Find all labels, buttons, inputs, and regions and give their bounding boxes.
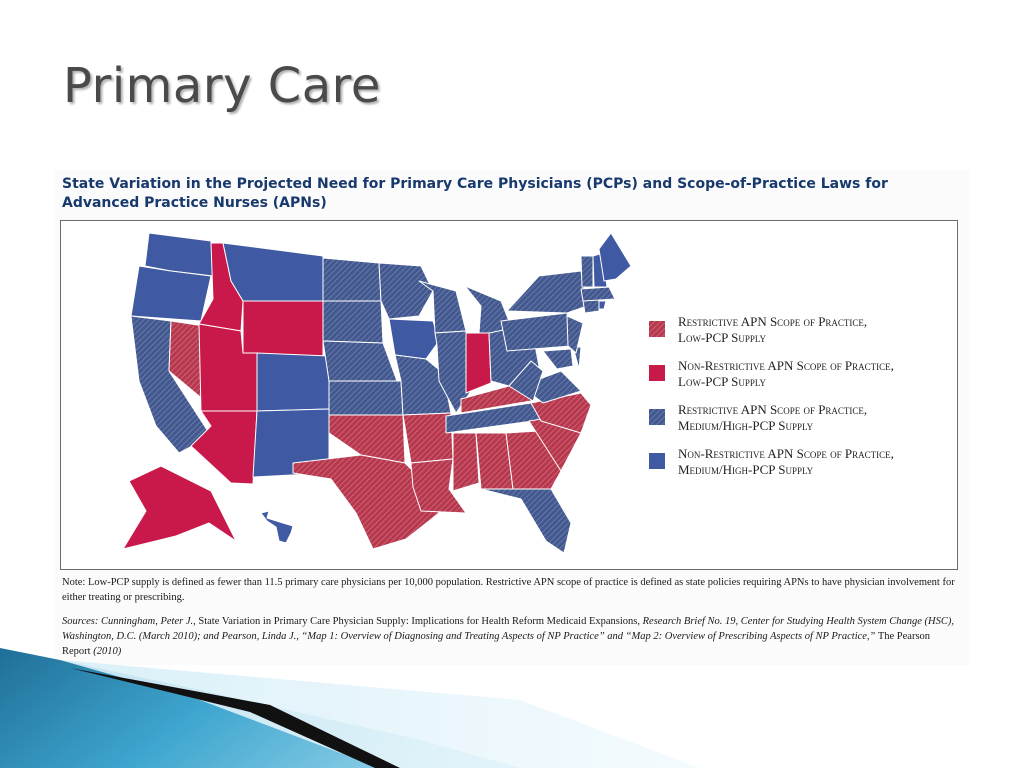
- state-wv: [508, 360, 544, 402]
- state-md: [542, 348, 574, 370]
- sources-year: (2010): [93, 646, 122, 657]
- map-legend: Restrictive APN Scope of Practice, Low-P…: [649, 314, 949, 490]
- state-in: [465, 332, 492, 394]
- sources-lead: Sources: Cunningham, Peter J.,: [62, 616, 196, 627]
- figure-title: State Variation in the Projected Need fo…: [62, 176, 888, 211]
- legend-item-restrictive-medium-high: Restrictive APN Scope of Practice, Mediu…: [649, 402, 949, 446]
- legend-swatch-restrictive-low: [649, 321, 665, 337]
- state-tx: [292, 454, 440, 550]
- legend-swatch-restrictive-medium-high: [649, 409, 665, 425]
- legend-swatch-nonrestrictive-low: [649, 365, 665, 381]
- us-map: [122, 232, 632, 554]
- legend-label: Non-Restrictive APN Scope of Practice, M…: [678, 446, 894, 477]
- figure-note: Note: Low-PCP supply is defined as fewer…: [62, 577, 955, 603]
- state-ri: [598, 300, 607, 310]
- figure-sources: Sources: Cunningham, Peter J., State Var…: [62, 614, 957, 659]
- legend-item-nonrestrictive-medium-high: Non-Restrictive APN Scope of Practice, M…: [649, 446, 949, 490]
- state-or: [130, 265, 212, 322]
- legend-label: Non-Restrictive APN Scope of Practice, L…: [678, 358, 894, 389]
- map-panel: Restrictive APN Scope of Practice, Low-P…: [60, 220, 958, 570]
- state-vt: [580, 255, 594, 288]
- state-nc: [530, 392, 592, 434]
- state-me: [598, 232, 632, 282]
- legend-label: Restrictive APN Scope of Practice, Low-P…: [678, 314, 868, 345]
- state-va: [520, 370, 582, 404]
- sources-report: The Pearson Report: [62, 631, 931, 657]
- state-fl: [480, 488, 572, 554]
- slide-title: Primary Care: [63, 58, 381, 114]
- map-figure: State Variation in the Projected Need fo…: [55, 170, 970, 665]
- state-ms: [452, 432, 480, 492]
- state-ak: [122, 465, 237, 550]
- legend-item-nonrestrictive-low: Non-Restrictive APN Scope of Practice, L…: [649, 358, 949, 402]
- sources-publication: Research Brief No. 19, Center for Studyi…: [62, 616, 954, 642]
- legend-swatch-nonrestrictive-medium-high: [649, 453, 665, 469]
- state-ia: [388, 318, 440, 360]
- states-layer: [122, 232, 632, 554]
- state-il: [434, 330, 472, 414]
- legend-item-restrictive-low: Restrictive APN Scope of Practice, Low-P…: [649, 314, 949, 358]
- state-ma: [580, 286, 616, 302]
- state-hi: [260, 510, 294, 544]
- state-ga: [505, 430, 562, 490]
- state-nj: [566, 315, 584, 354]
- state-mn: [378, 262, 434, 320]
- sources-title: State Variation in Primary Care Physicia…: [195, 616, 643, 627]
- legend-label: Restrictive APN Scope of Practice, Mediu…: [678, 402, 868, 433]
